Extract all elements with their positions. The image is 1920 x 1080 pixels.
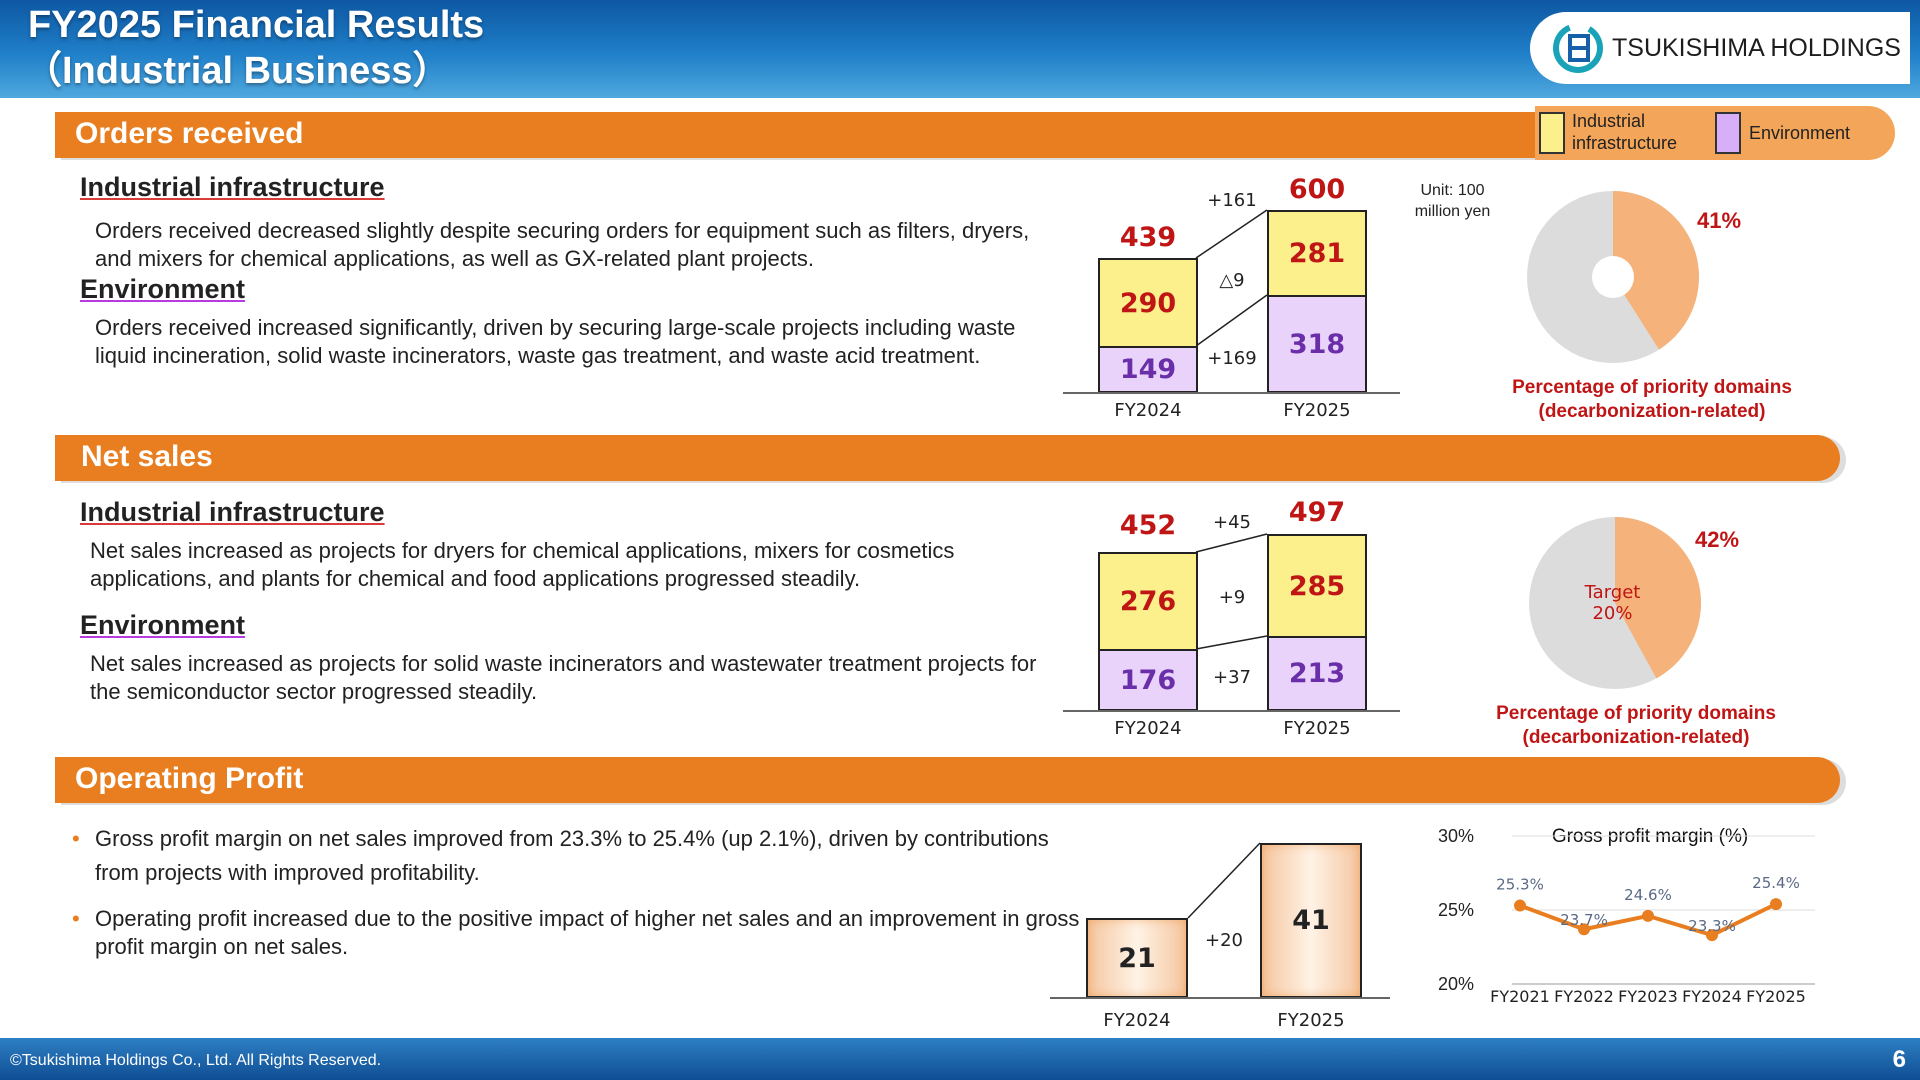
sales-environment-text: Net sales increased as projects for soli… [90,651,1037,704]
sales-x-label-fy2024: FY2024 [1114,718,1182,739]
x-tick-label: FY2021 [1490,987,1550,1006]
bullet-dot: • [72,906,80,931]
sales-bar-fy2025-environment: 213 [1267,636,1367,711]
gross-margin-point [1514,899,1526,912]
orders-bar-fy2024-industrial: 290 [1098,258,1198,348]
sales-x-axis [1063,710,1400,712]
orders-delta-total: +161 [1207,190,1257,211]
orders-industrial-heading: Industrial infrastructure [80,172,385,202]
profit-bullet-1: • Gross profit margin on net sales impro… [72,822,1082,890]
sales-pie-target: Target 20% [1584,582,1641,624]
x-tick-label: FY2022 [1554,987,1614,1006]
slide-title-line1: FY2025 Financial Results [28,4,485,46]
sales-bar-fy2024-industrial: 276 [1098,552,1198,651]
gross-margin-point [1706,929,1718,942]
orders-delta-environment: +169 [1207,348,1257,369]
footer: ©Tsukishima Holdings Co., Ltd. All Right… [0,1038,1920,1080]
y-tick-label: 25% [1438,900,1474,920]
orders-pie-hole [1592,256,1634,298]
gross-margin-point [1578,923,1590,936]
orders-pie-percentage: 41% [1697,208,1742,233]
orders-delta-industrial: △9 [1219,270,1245,291]
orders-x-axis [1063,392,1400,394]
sales-delta-industrial: +9 [1218,587,1246,608]
profit-bar-fy2024: 21 [1086,918,1188,998]
data-label: 23.7% [1560,911,1608,929]
orders-priority-pie [1527,191,1699,363]
y-tick-label: 20% [1438,974,1474,994]
orders-industrial-text: Orders received decreased slightly despi… [95,218,1030,271]
orders-bar-fy2025-industrial: 281 [1267,210,1367,297]
profit-bar-fy2025: 41 [1260,843,1362,998]
orders-pie-caption: Percentage of priority domains (decarbon… [1512,377,1792,422]
section-sales-title: Net sales [81,440,213,473]
orders-total-fy2025: 600 [1288,174,1346,205]
legend-swatch-environment [1715,112,1741,154]
section-orders-band: Orders received Industrial infrastructur… [55,106,1895,160]
profit-delta: +20 [1205,930,1243,951]
orders-pie-priority-slice [1613,191,1699,350]
legend-label-environment: Environment [1749,123,1851,143]
legend: Industrial infrastructure Environment [1535,106,1895,160]
sales-pie-percentage: 42% [1695,527,1740,552]
section-orders-title: Orders received [75,117,304,150]
sales-industrial-heading: Industrial infrastructure [80,497,385,527]
y-tick-label: 30% [1438,826,1474,846]
x-tick-label: FY2024 [1682,987,1742,1006]
section-profit-band: Operating Profit [55,757,1840,803]
gross-margin-point [1770,898,1782,911]
logo-text: TSUKISHIMA HOLDINGS [1612,34,1901,62]
data-label: 25.3% [1496,876,1544,894]
section-sales-band: Net sales [55,435,1840,481]
legend-swatch-industrial [1539,112,1565,154]
data-label: 25.4% [1752,874,1800,892]
page-number: 6 [1892,1046,1906,1073]
sales-bar-fy2025-industrial: 285 [1267,534,1367,638]
orders-environment-text: Orders received increased significantly,… [95,315,1016,368]
sales-total-fy2024: 452 [1119,510,1177,541]
gross-margin-point [1642,909,1654,922]
sales-priority-pie [1529,517,1701,689]
profit-bullet-2-text: Operating profit increased due to the po… [95,906,1080,959]
bullet-dot: • [72,826,80,851]
sales-total-fy2025: 497 [1288,497,1346,528]
sales-pie-caption: Percentage of priority domains (decarbon… [1496,703,1776,748]
sales-delta-environment: +37 [1213,667,1251,688]
copyright-text: ©Tsukishima Holdings Co., Ltd. All Right… [10,1052,382,1069]
gross-margin-chart: Gross profit margin (%) 20%25%30%25.3%FY… [1438,826,1815,1006]
orders-x-label-fy2025: FY2025 [1283,400,1351,421]
sales-pie-priority-slice [1615,517,1701,679]
x-tick-label: FY2025 [1746,987,1806,1006]
unit-note: Unit: 100 million yen [1414,182,1491,220]
profit-x-label-fy2024: FY2024 [1103,1010,1171,1031]
section-profit-title: Operating Profit [75,762,304,795]
sales-x-label-fy2025: FY2025 [1283,718,1351,739]
sales-environment-heading: Environment [80,610,246,640]
orders-environment-heading: Environment [80,274,246,304]
legend-label-industrial: Industrial infrastructure [1572,111,1678,153]
profit-x-label-fy2025: FY2025 [1277,1010,1345,1031]
orders-total-fy2024: 439 [1119,222,1177,253]
profit-x-axis [1050,997,1390,999]
header-banner: FY2025 Financial Results （Industrial Bus… [0,0,1920,98]
sales-delta-total: +45 [1213,512,1251,533]
data-label: 24.6% [1624,886,1672,904]
tsukishima-logo-icon [1553,23,1603,73]
data-label: 23.3% [1688,917,1736,935]
slide-title-line2: （Industrial Business） [24,50,451,92]
sales-industrial-text: Net sales increased as projects for drye… [90,538,955,591]
profit-bullet-1-text: Gross profit margin on net sales improve… [95,826,1049,885]
x-tick-label: FY2023 [1618,987,1678,1006]
orders-bar-fy2025-environment: 318 [1267,295,1367,393]
profit-bullet-2: • Operating profit increased due to the … [72,905,1082,961]
company-logo: TSUKISHIMA HOLDINGS [1530,12,1910,84]
orders-x-label-fy2024: FY2024 [1114,400,1182,421]
